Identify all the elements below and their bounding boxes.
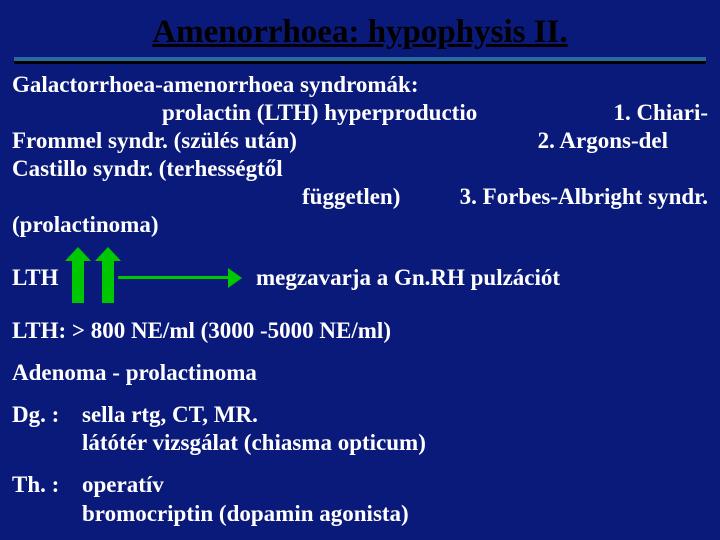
text-line: sella rtg, CT, MR. [82, 401, 708, 429]
dg-block: Dg. : sella rtg, CT, MR. látótér vizsgál… [12, 401, 708, 457]
lth-arrow-row: LTH megzavarja a Gn.RH pulzációt [12, 253, 708, 303]
right-arrow-head-icon [228, 268, 242, 288]
text-line: Galactorrhoea-amenorrhoea syndromák: [12, 71, 708, 99]
text-line: független) [12, 183, 400, 211]
th-label: Th. : [12, 471, 82, 527]
syndromes-paragraph: Galactorrhoea-amenorrhoea syndromák: pro… [12, 71, 708, 239]
text-line: (prolactinoma) [12, 211, 708, 239]
up-arrow-icon [102, 259, 114, 303]
arrows-graphic [68, 253, 146, 303]
th-block: Th. : operatív bromocriptin (dopamin ago… [12, 471, 708, 527]
title-underline-bar [0, 57, 720, 65]
text-line: bromocriptin (dopamin agonista) [82, 500, 708, 528]
lth-label: LTH [12, 264, 68, 292]
text-line: Castillo syndr. (terhességtől [12, 155, 708, 183]
text-line: operatív [82, 471, 708, 499]
right-arrow-icon [118, 276, 230, 279]
text-line: 2. Argons-del [538, 127, 708, 155]
up-arrow-icon [72, 259, 84, 303]
dg-label: Dg. : [12, 401, 82, 457]
title-area: Amenorrhoea: hypophysis II. [0, 0, 720, 65]
slide-body: Galactorrhoea-amenorrhoea syndromák: pro… [0, 65, 720, 528]
slide-title: Amenorrhoea: hypophysis II. [152, 14, 567, 51]
text-line: 1. Chiari- [613, 99, 708, 127]
text-line: látótér vizsgálat (chiasma opticum) [82, 429, 708, 457]
text-line: Frommel syndr. (szülés után) [12, 127, 297, 155]
text-line: prolactin (LTH) hyperproductio [12, 99, 477, 127]
lth-value-line: LTH: > 800 NE/ml (3000 -5000 NE/ml) [12, 317, 708, 345]
adenoma-line: Adenoma - prolactinoma [12, 359, 708, 387]
text-line: 3. Forbes-Albright syndr. [460, 183, 708, 211]
lth-effect-text: megzavarja a Gn.RH pulzációt [256, 264, 560, 292]
